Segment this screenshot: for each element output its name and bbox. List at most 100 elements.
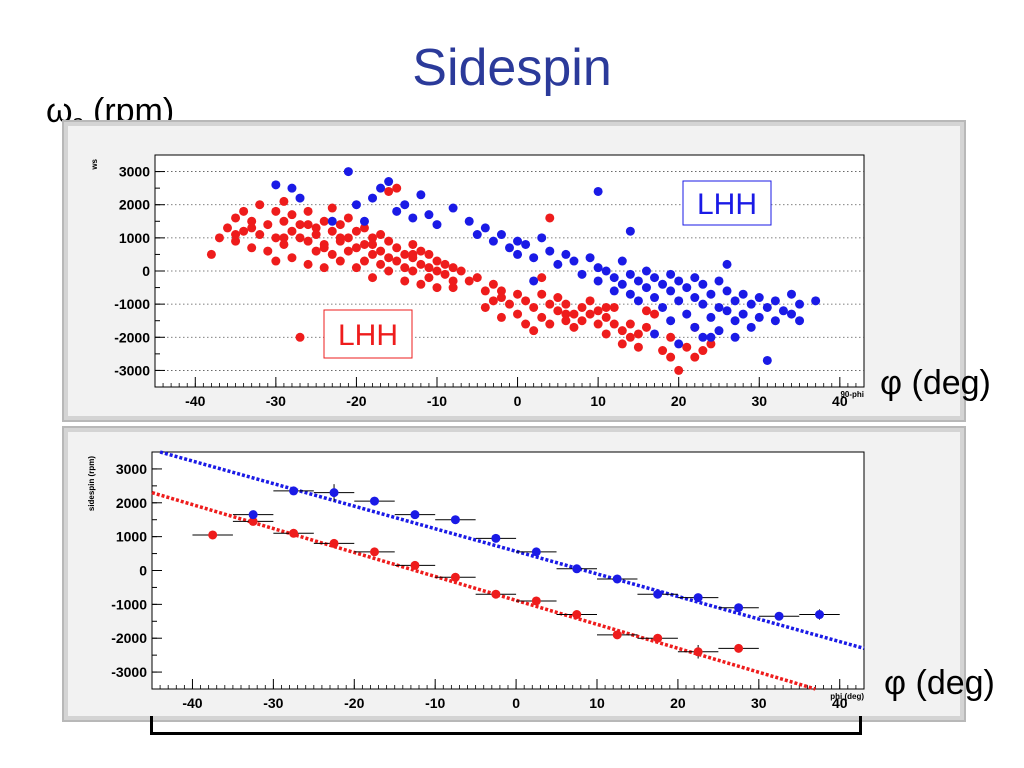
- data-point: [585, 296, 595, 306]
- data-point: [625, 269, 635, 279]
- data-point: [714, 302, 724, 312]
- data-point: [384, 236, 394, 246]
- data-point: [666, 269, 676, 279]
- data-point: [440, 259, 450, 269]
- data-point: [410, 560, 420, 570]
- data-point: [329, 538, 339, 548]
- x-tick-label: 20: [671, 393, 687, 409]
- data-point: [650, 273, 660, 283]
- y-tick-label: -1000: [114, 296, 150, 312]
- data-point: [279, 196, 289, 206]
- data-point: [231, 230, 241, 240]
- x-tick-label: 40: [832, 393, 848, 409]
- data-point: [577, 302, 587, 312]
- data-point: [666, 332, 676, 342]
- x-tick-label: 0: [514, 393, 522, 409]
- data-point: [464, 216, 474, 226]
- data-point: [327, 216, 337, 226]
- data-point: [698, 332, 708, 342]
- x-tick-label: -40: [182, 695, 202, 711]
- data-point: [295, 220, 305, 230]
- data-point: [698, 299, 708, 309]
- data-point: [674, 296, 684, 306]
- data-point: [666, 352, 676, 362]
- data-point: [448, 276, 458, 286]
- data-point: [633, 342, 643, 352]
- data-point: [376, 246, 386, 256]
- data-point: [537, 312, 547, 322]
- y-tick-label: -2000: [111, 630, 147, 646]
- data-point: [714, 276, 724, 286]
- y-tick-label: 0: [139, 563, 147, 579]
- data-point: [811, 296, 821, 306]
- data-point: [722, 286, 732, 296]
- data-point: [410, 510, 420, 520]
- data-point: [682, 283, 692, 293]
- fit-line: [159, 450, 865, 651]
- data-point: [464, 276, 474, 286]
- data-point: [335, 233, 345, 243]
- data-point: [774, 611, 784, 621]
- data-point: [786, 289, 796, 299]
- data-point: [650, 309, 660, 319]
- data-point: [778, 306, 788, 316]
- data-point: [521, 239, 531, 249]
- data-point: [480, 302, 490, 312]
- data-point: [513, 249, 523, 259]
- y-tick-label: 2000: [116, 495, 147, 511]
- data-point: [408, 249, 418, 259]
- data-point: [730, 316, 740, 326]
- data-point: [706, 332, 716, 342]
- data-point: [424, 210, 434, 220]
- data-point: [480, 286, 490, 296]
- data-point: [690, 322, 700, 332]
- data-point: [400, 276, 410, 286]
- x-axis-title: phi (deg): [830, 692, 864, 701]
- data-point: [400, 249, 410, 259]
- data-point: [472, 273, 482, 283]
- data-point: [531, 547, 541, 557]
- data-point: [327, 226, 337, 236]
- y-tick-label: -3000: [114, 362, 150, 378]
- data-point: [601, 312, 611, 322]
- data-point: [416, 246, 426, 256]
- data-point: [609, 302, 619, 312]
- data-point: [569, 256, 579, 266]
- data-point: [734, 603, 744, 613]
- data-point: [384, 253, 394, 263]
- x-tick-label: 30: [751, 695, 767, 711]
- y-tick-label: 1000: [119, 230, 150, 246]
- data-point: [327, 249, 337, 259]
- data-point: [754, 312, 764, 322]
- y-tick-label: 3000: [119, 164, 150, 180]
- data-point: [762, 355, 772, 365]
- data-point: [706, 289, 716, 299]
- data-point: [343, 167, 353, 177]
- data-point: [545, 213, 555, 223]
- data-point: [641, 322, 651, 332]
- data-point: [416, 190, 426, 200]
- x-tick-label: 10: [590, 393, 606, 409]
- bottom-bracket-left-tick: [150, 716, 153, 734]
- data-point: [690, 273, 700, 283]
- data-point: [612, 630, 622, 640]
- data-point: [231, 236, 241, 246]
- data-point: [327, 203, 337, 213]
- data-point: [569, 322, 579, 332]
- data-point: [612, 574, 622, 584]
- data-point: [279, 233, 289, 243]
- data-point: [289, 528, 299, 538]
- data-point: [359, 216, 369, 226]
- data-point: [424, 249, 434, 259]
- data-point: [577, 269, 587, 279]
- data-point: [351, 243, 361, 253]
- data-point: [682, 342, 692, 352]
- data-point: [359, 223, 369, 233]
- data-point: [585, 253, 595, 263]
- data-point: [351, 263, 361, 273]
- data-point: [303, 236, 313, 246]
- data-point: [359, 256, 369, 266]
- data-point: [223, 223, 233, 233]
- data-point: [786, 309, 796, 319]
- data-point: [641, 306, 651, 316]
